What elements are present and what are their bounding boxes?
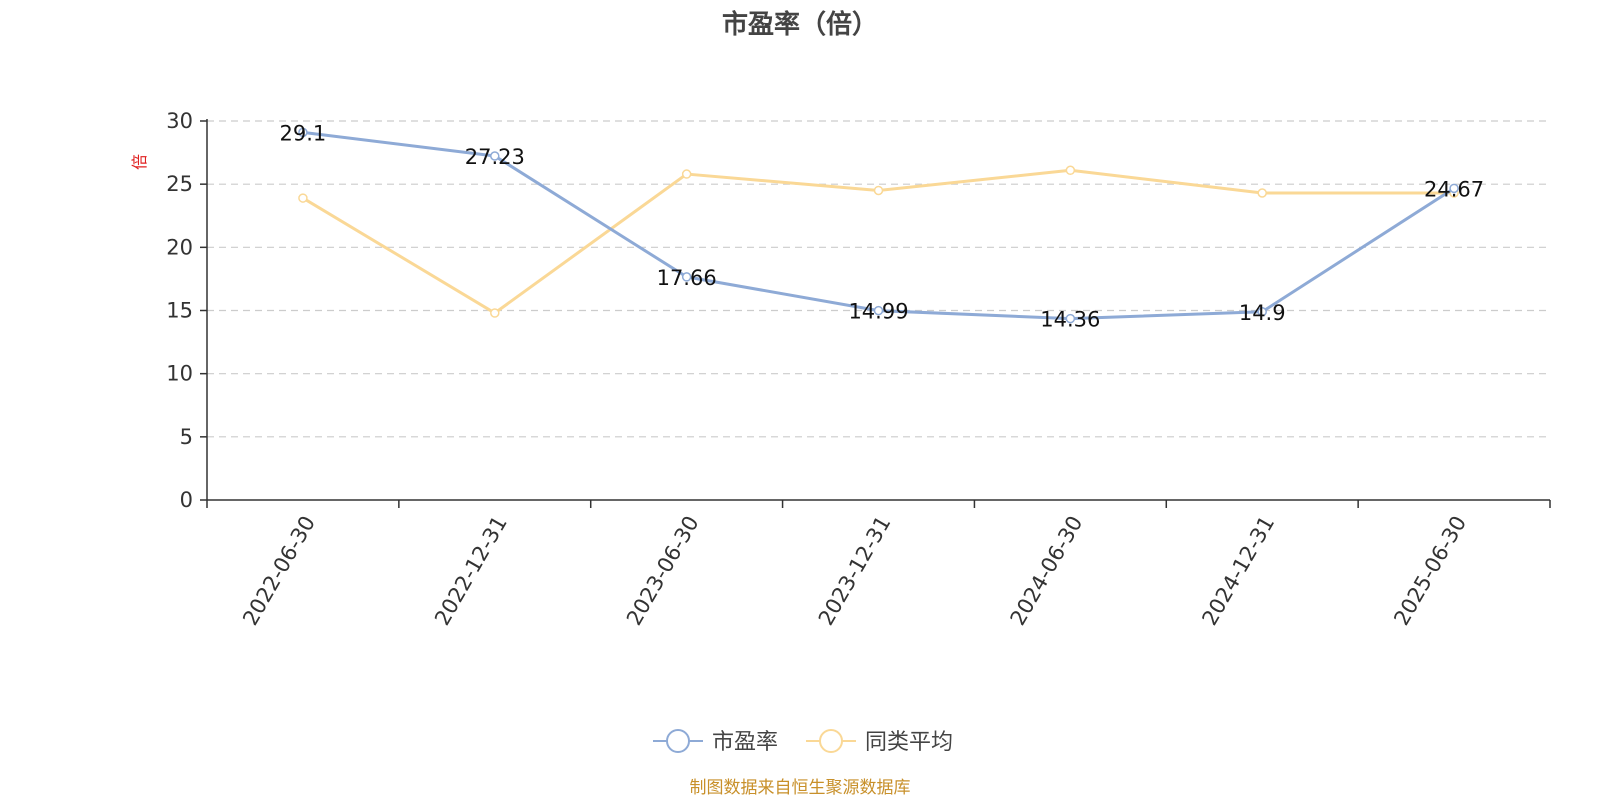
x-tick-label: 2024-12-31 (1197, 512, 1279, 630)
legend-marker (666, 729, 690, 753)
data-point-0 (490, 151, 500, 161)
y-tick-label: 15 (166, 299, 193, 323)
chart-title: 市盈率（倍） (721, 10, 878, 40)
grid-lines (207, 120, 1550, 438)
x-tick-label: 2025-06-30 (1389, 512, 1471, 630)
x-tick-label: 2022-12-31 (430, 512, 512, 630)
source-note: 制图数据来自恒生聚源数据库 (689, 778, 911, 798)
legend-label: 市盈率 (712, 730, 778, 755)
data-labels: 29.1 27.23 17.66 14.99 14.36 14.9 24.67 (280, 121, 1485, 331)
data-label: 27.23 (465, 145, 525, 169)
data-point-0 (1065, 313, 1076, 324)
data-point-0 (1449, 183, 1459, 194)
data-label: 24.67 (1424, 177, 1484, 201)
data-point-1 (873, 185, 884, 196)
data-label: 14.9 (1239, 301, 1286, 325)
data-point-0 (873, 305, 884, 316)
data-point-1 (298, 193, 308, 203)
x-tick-label: 2022-06-30 (238, 512, 320, 630)
data-point-1 (681, 169, 692, 179)
data-point-0 (681, 272, 692, 282)
data-point-0 (1257, 307, 1267, 317)
data-point-1 (1065, 165, 1076, 176)
legend-marker (819, 729, 843, 753)
x-tick-label: 2023-12-31 (814, 512, 896, 630)
legend[interactable]: 市盈率 同类平均 (653, 729, 953, 755)
data-point-0 (298, 127, 308, 138)
legend-item-1[interactable]: 同类平均 (806, 729, 953, 755)
x-tick-label: 2024-06-30 (1006, 512, 1088, 630)
y-tick-label: 20 (166, 235, 193, 259)
y-tick-label: 25 (166, 172, 193, 196)
y-tick-label: 0 (180, 488, 193, 512)
y-tick-label: 10 (166, 362, 193, 386)
data-point-1 (490, 308, 500, 318)
y-axis-label: 倍 (130, 154, 149, 170)
axes: 0 5 10 15 20 25 30 2022-06-30 2022-12-31 2023-06-… (166, 109, 1551, 630)
y-tick-label: 5 (180, 425, 193, 449)
data-label: 17.66 (657, 266, 717, 290)
data-point-1 (1257, 188, 1267, 198)
legend-label: 同类平均 (865, 730, 953, 755)
y-tick-label: 30 (166, 109, 193, 133)
data-label: 29.1 (280, 121, 327, 145)
x-tick-label: 2023-06-30 (622, 512, 704, 630)
data-label: 14.99 (848, 300, 908, 324)
data-label: 14.36 (1040, 308, 1100, 332)
series (298, 127, 1459, 324)
legend-item-0[interactable]: 市盈率 (653, 729, 778, 755)
